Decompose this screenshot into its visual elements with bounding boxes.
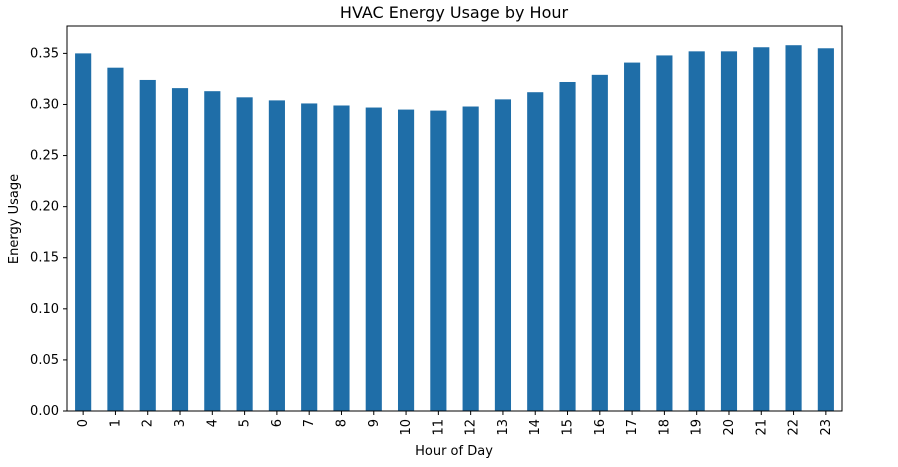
y-tick-label: 0.05 — [30, 353, 59, 368]
bar-hour-20 — [720, 51, 738, 412]
bar-hour-11 — [430, 110, 447, 411]
bar-hour-18 — [656, 55, 673, 411]
x-tick-label: 8 — [334, 419, 349, 427]
bar-hour-23 — [817, 48, 834, 412]
y-tick-label: 0.35 — [30, 46, 59, 61]
bar-hour-0 — [75, 53, 92, 411]
x-tick-label: 2 — [141, 419, 156, 427]
x-tick-label: 19 — [690, 419, 705, 436]
bar-hour-13 — [494, 99, 512, 412]
x-tick-label: 12 — [464, 419, 479, 436]
x-tick-label: 9 — [367, 419, 382, 427]
x-tick-label: 3 — [173, 419, 188, 427]
bar-hour-8 — [333, 105, 350, 411]
x-tick-label: 1 — [108, 419, 123, 427]
y-axis-label: Energy Usage — [7, 174, 22, 264]
axes-frame — [66, 25, 843, 412]
bar-hour-1 — [107, 67, 124, 411]
x-tick-label: 7 — [302, 419, 317, 427]
x-tick-label: 17 — [625, 419, 640, 436]
x-tick-label: 11 — [431, 419, 446, 436]
bar-hour-4 — [204, 91, 221, 412]
bar-hour-15 — [559, 81, 576, 412]
y-tick-label: 0.15 — [30, 251, 59, 266]
x-tick-label: 0 — [76, 419, 91, 427]
y-tick-label: 0.20 — [30, 200, 59, 215]
bar-hour-22 — [785, 45, 802, 411]
y-tick-label: 0.30 — [30, 97, 59, 112]
bar-hour-2 — [139, 79, 156, 412]
x-tick-label: 14 — [528, 419, 543, 436]
x-axis-label: Hour of Day — [415, 444, 493, 459]
bar-hour-16 — [591, 74, 608, 411]
x-tick-label: 16 — [593, 419, 608, 436]
x-tick-label: 22 — [787, 419, 802, 436]
bar-hour-7 — [301, 103, 318, 411]
bar-hour-3 — [171, 88, 189, 411]
x-tick-label: 15 — [561, 419, 576, 436]
bar-hour-17 — [624, 62, 641, 411]
bar-hour-14 — [527, 92, 544, 411]
plot-area: 0.000.050.100.150.200.250.300.350 1 2 3 4 5 6 7… — [30, 25, 843, 436]
bar-hour-9 — [365, 107, 382, 411]
x-tick-label: 5 — [238, 419, 253, 427]
bar-hour-10 — [397, 109, 415, 412]
bar-hour-12 — [462, 106, 479, 411]
bar-hour-19 — [688, 51, 705, 412]
x-tick-label: 21 — [754, 419, 769, 436]
x-tick-label: 18 — [657, 419, 672, 436]
chart-title: HVAC Energy Usage by Hour — [340, 3, 569, 22]
x-tick-label: 20 — [722, 419, 737, 436]
y-tick-label: 0.25 — [30, 149, 59, 164]
y-tick-label: 0.10 — [30, 302, 59, 317]
x-tick-label: 23 — [819, 419, 834, 436]
bar-hour-21 — [753, 47, 770, 411]
x-tick-label: 6 — [270, 419, 285, 427]
x-tick-label: 13 — [496, 419, 511, 436]
x-tick-label: 10 — [399, 419, 414, 436]
bar-hour-5 — [236, 97, 253, 411]
bar-hour-6 — [268, 100, 285, 412]
y-tick-label: 0.00 — [30, 404, 59, 419]
x-tick-label: 4 — [205, 419, 220, 427]
